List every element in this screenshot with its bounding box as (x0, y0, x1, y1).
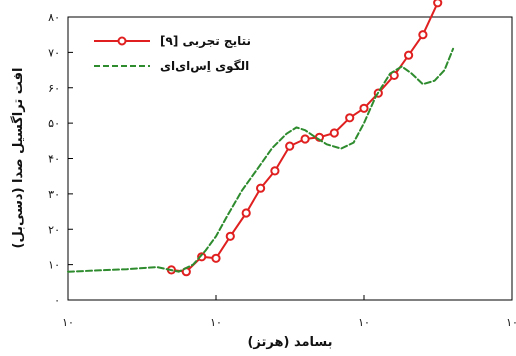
x-tick-label: ۱۰ (358, 316, 370, 329)
data-point (345, 113, 355, 123)
data-point (359, 103, 369, 113)
x-tick-label: ۱۰ (210, 316, 222, 329)
x-tick-label: ۱۰ (506, 316, 516, 329)
data-point (225, 231, 235, 241)
y-tick-label: ۱۰ (48, 259, 60, 272)
x-tick-label: ۱۰ (62, 316, 74, 329)
series-line-sea (67, 47, 455, 273)
series-layer (67, 0, 455, 277)
data-point (241, 208, 251, 218)
data-point (256, 183, 266, 193)
legend-label-experimental: نتایج تجربی [۹] (160, 34, 251, 48)
data-point (404, 50, 414, 60)
y-tick-label: ۳۰ (48, 188, 60, 201)
y-axis-label: افت تراگسیل صدا (دسی‌بل) (10, 68, 26, 249)
legend-label-sea: الگوی اِس‌ای‌ای (160, 59, 249, 74)
legend-marker-experimental (117, 36, 127, 46)
x-axis-ticks: ۱۰ ۱۰ ۱۰ ۱۰ (62, 295, 516, 329)
y-tick-label: ۲۰ (48, 223, 60, 236)
data-point (300, 134, 310, 144)
data-point (270, 166, 280, 176)
data-point (433, 0, 443, 8)
y-tick-label: ۶۰ (48, 82, 60, 95)
data-point (418, 30, 428, 40)
y-tick-label: ۵۰ (48, 117, 60, 130)
data-point (329, 128, 339, 138)
y-tick-label: ۸۰ (48, 11, 60, 24)
data-point (285, 141, 295, 151)
x-axis-label: بسامد (هرتز) (247, 335, 332, 350)
y-tick-label: ۴۰ (48, 153, 60, 166)
y-tick-label: ۰ (54, 294, 60, 307)
data-point (211, 253, 221, 263)
legend: نتایج تجربی [۹] الگوی اِس‌ای‌ای (94, 34, 251, 74)
plot-frame (67, 16, 513, 301)
y-tick-label: ۷۰ (48, 46, 60, 59)
data-point (197, 252, 207, 262)
y-axis-ticks: ۰ ۱۰ ۲۰ ۳۰ ۴۰ ۵۰ ۶۰ ۷۰ ۸۰ (48, 11, 73, 307)
